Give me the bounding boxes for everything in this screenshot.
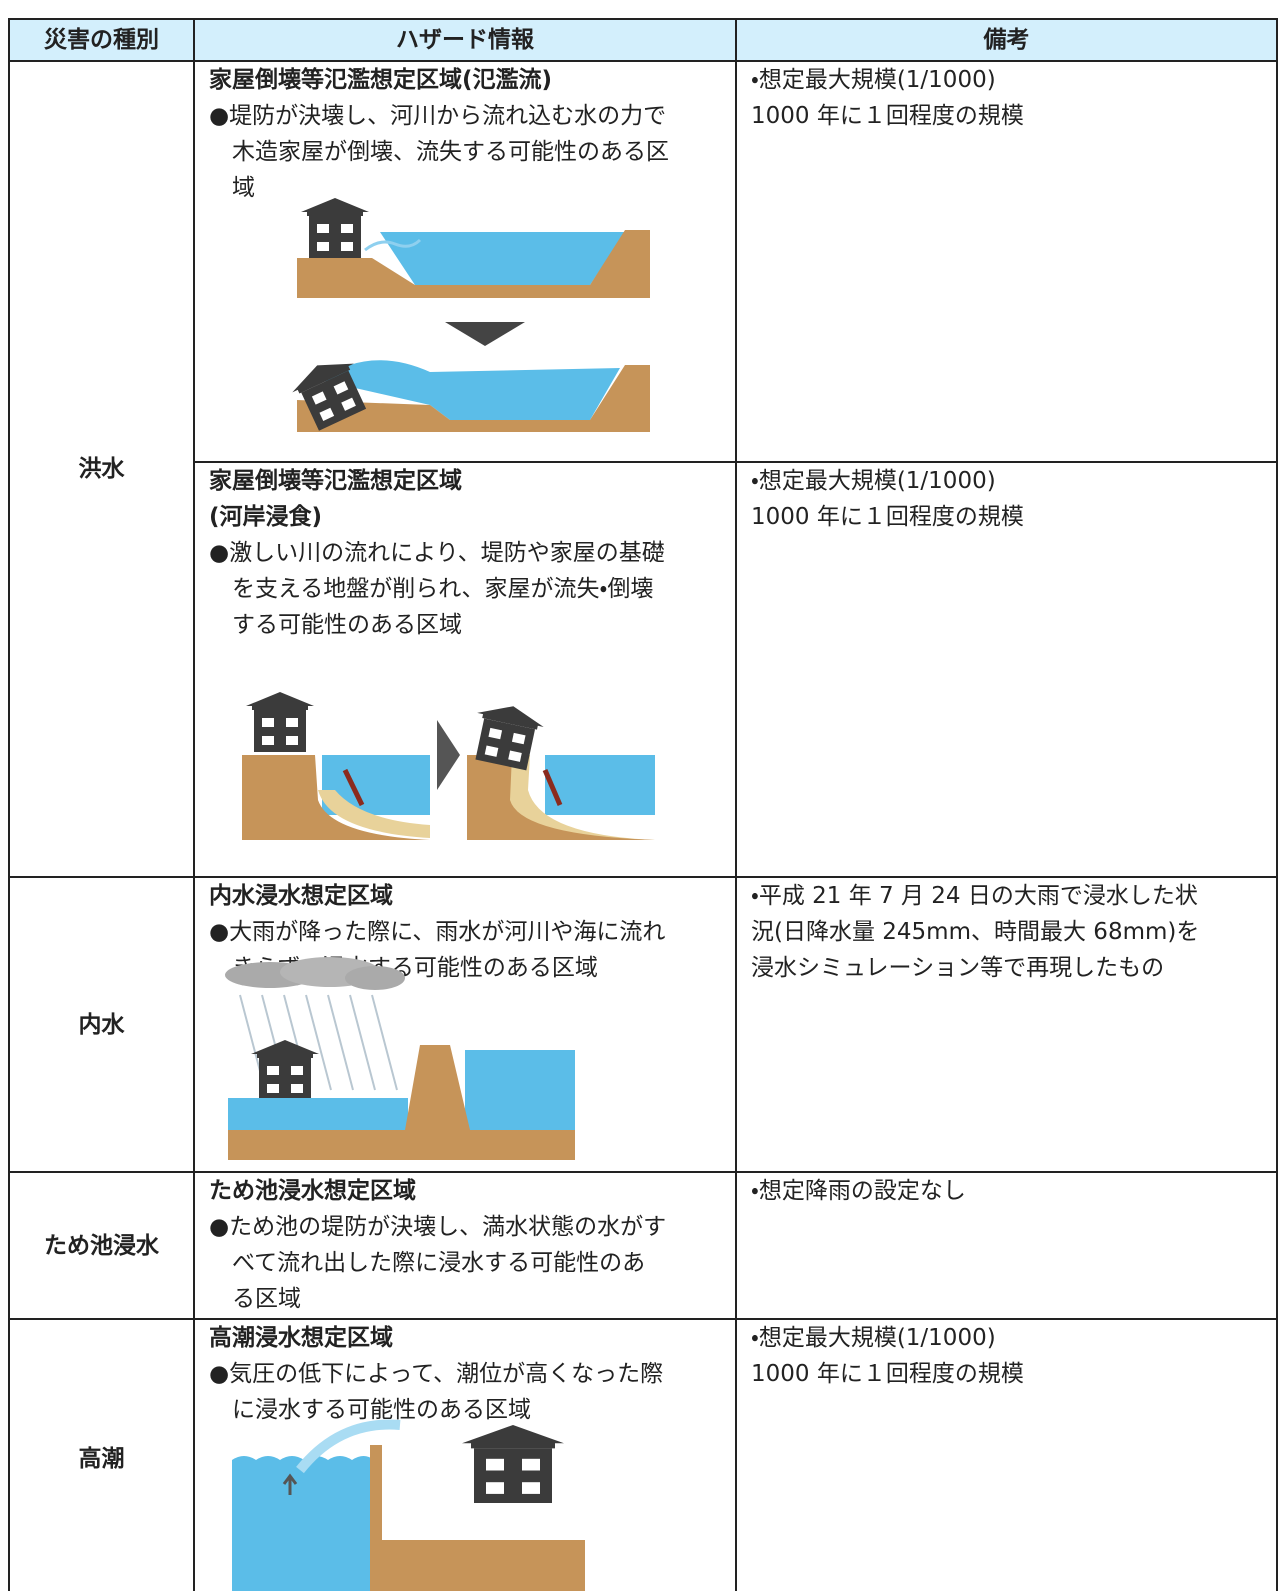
row-label: 高潮 — [8, 1320, 195, 1591]
remark-line: 1000 年に１回程度の規模 — [751, 103, 1024, 129]
hazard-description: きらず、浸水する可能性のある区域 — [232, 955, 598, 981]
hazard-description: ●激しい川の流れにより、堤防や家屋の基礎 — [209, 540, 665, 566]
hazard-description: を支える地盤が削られ、家屋が流失・倒壊 — [232, 576, 654, 602]
hazard-title: 家屋倒壊等氾濫想定区域 — [209, 468, 462, 494]
remarks: ・想定降雨の設定なし — [737, 1173, 1278, 1320]
hazard-description: 木造家屋が倒壊、流失する可能性のある区 — [232, 139, 669, 165]
hazard-info: 内水浸水想定区域 ●大雨が降った際に、雨水が河川や海に流れきらず、浸水する可能性の… — [195, 878, 737, 1173]
remarks: ・想定最大規模(1/1000) 1000 年に１回程度の規模 — [737, 62, 1278, 463]
hazard-info: 家屋倒壊等氾濫想定区域 (河岸浸食) ●激しい川の流れにより、堤防や家屋の基礎を支え… — [195, 463, 737, 878]
row-label: 内水 — [8, 878, 195, 1173]
hazard-info: 高潮浸水想定区域 ●気圧の低下によって、潮位が高くなった際に浸水する可能性のある区… — [195, 1320, 737, 1591]
remark-line: 浸水シミュレーション等で再現したもの — [751, 955, 1165, 981]
hazard-description: ●ため池の堤防が決壊し、満水状態の水がす — [209, 1214, 667, 1240]
header-cell: ハザード情報 — [195, 18, 737, 62]
hazard-info: ため池浸水想定区域 ●ため池の堤防が決壊し、満水状態の水がす べて流れ出した際に浸水… — [195, 1173, 737, 1320]
remark-line: 1000 年に１回程度の規模 — [751, 1361, 1024, 1387]
remark-line: 1000 年に１回程度の規模 — [751, 504, 1024, 530]
hazard-title: (河岸浸食) — [209, 504, 323, 530]
hazard-description: 域 — [232, 175, 255, 201]
hazard-title: ため池浸水想定区域 — [209, 1178, 416, 1204]
hazard-title: 内水浸水想定区域 — [209, 883, 393, 909]
hazard-title: 家屋倒壊等氾濫想定区域(氾濫流) — [209, 67, 553, 93]
remarks: ・平成 21 年 7 月 24 日の大雨で浸水した状 況(日降水量 245mm、時… — [737, 878, 1278, 1173]
remark-line: ・想定最大規模(1/1000) — [751, 67, 996, 93]
hazard-description: ●堤防が決壊し、河川から流れ込む水の力で — [209, 103, 667, 129]
hazard-title: 高潮浸水想定区域 — [209, 1325, 393, 1351]
hazard-description: に浸水する可能性のある区域 — [232, 1397, 531, 1423]
row-label: ため池浸水 — [8, 1173, 195, 1320]
remarks: ・想定最大規模(1/1000) 1000 年に１回程度の規模 — [737, 1320, 1278, 1591]
header-cell: 災害の種別 — [8, 18, 195, 62]
remark-line: 況(日降水量 245mm、時間最大 68mm)を — [751, 919, 1200, 945]
remark-line: ・想定降雨の設定なし — [751, 1178, 966, 1204]
remark-line: ・想定最大規模(1/1000) — [751, 1325, 996, 1351]
remark-line: ・平成 21 年 7 月 24 日の大雨で浸水した状 — [751, 883, 1198, 909]
hazard-info: 家屋倒壊等氾濫想定区域(氾濫流) ●堤防が決壊し、河川から流れ込む水の力で木造家屋… — [195, 62, 737, 463]
row-label: 洪水 — [8, 62, 195, 878]
hazard-description: する可能性のある区域 — [232, 612, 462, 638]
hazard-description: る区域 — [232, 1286, 301, 1312]
header-cell: 備考 — [737, 18, 1278, 62]
remarks: ・想定最大規模(1/1000) 1000 年に１回程度の規模 — [737, 463, 1278, 878]
hazard-description: ●気圧の低下によって、潮位が高くなった際 — [209, 1361, 664, 1387]
hazard-description: べて流れ出した際に浸水する可能性のあ — [232, 1250, 646, 1276]
hazard-description: ●大雨が降った際に、雨水が河川や海に流れ — [209, 919, 666, 945]
remark-line: ・想定最大規模(1/1000) — [751, 468, 996, 494]
